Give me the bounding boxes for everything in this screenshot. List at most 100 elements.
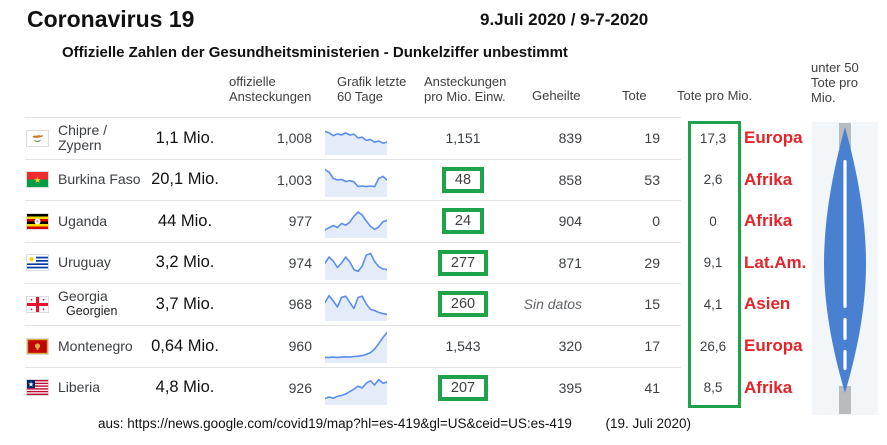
- trend-sparkline-chart: [324, 200, 388, 242]
- country-name: Montenegro: [58, 337, 133, 354]
- column-header-under-50-deaths-per-mio: unter 50 Tote pro Mio.: [811, 60, 859, 105]
- page-date: 9.Juli 2020 / 9-7-2020: [480, 10, 649, 29]
- deaths-value: 17: [644, 338, 660, 354]
- spindle-graphic: [812, 122, 878, 420]
- official-infections-value: 1,008: [276, 130, 312, 146]
- infections-per-mio-highlight-box: 24: [441, 208, 485, 235]
- healed-value: 320: [558, 338, 582, 354]
- population-value: 3,2 Mio.: [155, 253, 215, 272]
- population-value: 44 Mio.: [157, 211, 213, 230]
- column-header-deaths: Tote: [622, 88, 647, 103]
- trend-sparkline-chart: [324, 367, 388, 409]
- population-value: 4,8 Mio.: [155, 378, 215, 397]
- deaths-per-mio-value: 4,1: [703, 296, 723, 312]
- healed-value: 871: [558, 254, 582, 271]
- deaths-per-mio-value: 17,3: [699, 130, 727, 146]
- healed-value: 839: [558, 130, 582, 146]
- spindle-bottom-stub: [839, 386, 851, 414]
- row-divider: [25, 325, 681, 326]
- spindle-white-dash: [843, 318, 847, 340]
- infections-per-mio-value: 260: [408, 283, 518, 325]
- infections-per-mio-highlight-box: 48: [441, 166, 485, 193]
- montenegro-flag-icon: [26, 325, 49, 367]
- row-divider: [25, 200, 681, 202]
- infections-per-mio-value: 207: [408, 367, 518, 409]
- source-line: aus: https://news.google.com/covid19/map…: [98, 416, 691, 431]
- country-name: Chipre / Zypern: [58, 122, 108, 153]
- official-infections-value: 977: [288, 213, 312, 230]
- uruguay-flag-icon: [26, 242, 49, 284]
- deaths-per-mio-value: 8,5: [703, 380, 723, 396]
- spindle-white-dash: [843, 350, 847, 370]
- trend-sparkline-chart: [324, 242, 388, 284]
- region-label: Europa: [744, 128, 803, 147]
- country-name: Liberia: [58, 379, 101, 396]
- table-row: Liberia 4,8 Mio. 926 207 395 41 8,5 Afri…: [0, 366, 887, 409]
- official-infections-value: 926: [288, 379, 312, 396]
- healed-value: 904: [558, 213, 582, 230]
- cyprus-flag-icon: [26, 117, 49, 159]
- infections-per-mio-highlight-box: 260: [437, 291, 489, 318]
- infections-per-mio-value: 277: [408, 242, 518, 284]
- row-divider: [25, 366, 681, 368]
- trend-sparkline-chart: [324, 283, 388, 325]
- official-infections-value: 960: [288, 338, 312, 354]
- uganda-flag-icon: [26, 200, 49, 242]
- population-value: 1,1 Mio.: [155, 128, 215, 147]
- column-header-infections-per-mio: Ansteckungen pro Mio. Einw.: [424, 74, 507, 104]
- column-header-deaths-per-mio: Tote pro Mio.: [677, 88, 753, 103]
- row-divider: [25, 158, 681, 160]
- country-name-german: Georgien: [66, 304, 118, 319]
- infections-per-mio-value: 1,543: [445, 338, 481, 354]
- population-value: 0,64 Mio.: [151, 336, 219, 355]
- region-label: Afrika: [744, 211, 793, 231]
- table-row: Montenegro 0,64 Mio. 960 1,543 320 17 26…: [0, 325, 887, 367]
- spindle-white-line: [843, 160, 847, 308]
- deaths-per-mio-value: 0: [709, 213, 717, 229]
- infections-per-mio-value: 48: [408, 159, 518, 201]
- country-name: Burkina Faso: [58, 171, 141, 188]
- region-label: Asien: [744, 294, 791, 314]
- deaths-value: 0: [652, 213, 660, 230]
- row-divider: [25, 117, 681, 118]
- page-title: Coronavirus 19: [27, 6, 195, 32]
- deaths-value: 53: [644, 171, 660, 188]
- burkina-faso-flag-icon: [26, 159, 49, 201]
- country-name: Uganda: [58, 212, 108, 229]
- healed-value: 395: [558, 379, 582, 396]
- column-header-official-infections: offizielle Ansteckungen: [229, 74, 312, 104]
- trend-sparkline-chart: [324, 325, 388, 367]
- population-value: 20,1 Mio.: [151, 170, 219, 189]
- deaths-per-mio-value: 9,1: [703, 255, 723, 271]
- table-row: Chipre / Zypern 1,1 Mio. 1,008 1,151 839…: [0, 117, 887, 159]
- deaths-value: 15: [644, 296, 660, 313]
- liberia-flag-icon: [26, 367, 49, 409]
- column-header-trend-chart: Grafik letzte 60 Tage: [337, 74, 407, 104]
- column-header-healed: Geheilte: [532, 88, 581, 103]
- healed-value: 858: [558, 171, 582, 188]
- table-row: Uganda 44 Mio. 977 24 904 0 0 Afrika: [0, 200, 887, 242]
- infections-per-mio-highlight-box: 207: [437, 374, 489, 401]
- country-name: Georgia Georgien: [58, 288, 118, 319]
- table-row: Uruguay 3,2 Mio. 974 277 871 29 9,1 Lat.…: [0, 241, 887, 284]
- population-value: 3,7 Mio.: [155, 294, 215, 313]
- source-prefix: aus:: [98, 416, 124, 431]
- deaths-value: 19: [644, 130, 660, 146]
- row-divider: [25, 241, 681, 243]
- official-infections-value: 1,003: [276, 171, 312, 188]
- infections-per-mio-value: 1,151: [445, 130, 481, 146]
- deaths-per-mio-value: 26,6: [699, 338, 727, 354]
- trend-sparkline-chart: [324, 117, 388, 159]
- infections-per-mio-value: 24: [408, 200, 518, 242]
- georgia-flag-icon: [26, 283, 49, 325]
- table-row: Burkina Faso 20,1 Mio. 1,003 48 858 53 2…: [0, 158, 887, 201]
- region-label: Europa: [744, 336, 803, 355]
- infections-per-mio-highlight-box: 277: [437, 249, 489, 276]
- deaths-value: 29: [644, 254, 660, 271]
- trend-sparkline-chart: [324, 159, 388, 201]
- page-subtitle: Offizielle Zahlen der Gesundheitsministe…: [62, 44, 568, 61]
- source-url-link[interactable]: https://news.google.com/covid19/map?hl=e…: [127, 416, 572, 431]
- deaths-per-mio-highlight-box: [688, 121, 741, 408]
